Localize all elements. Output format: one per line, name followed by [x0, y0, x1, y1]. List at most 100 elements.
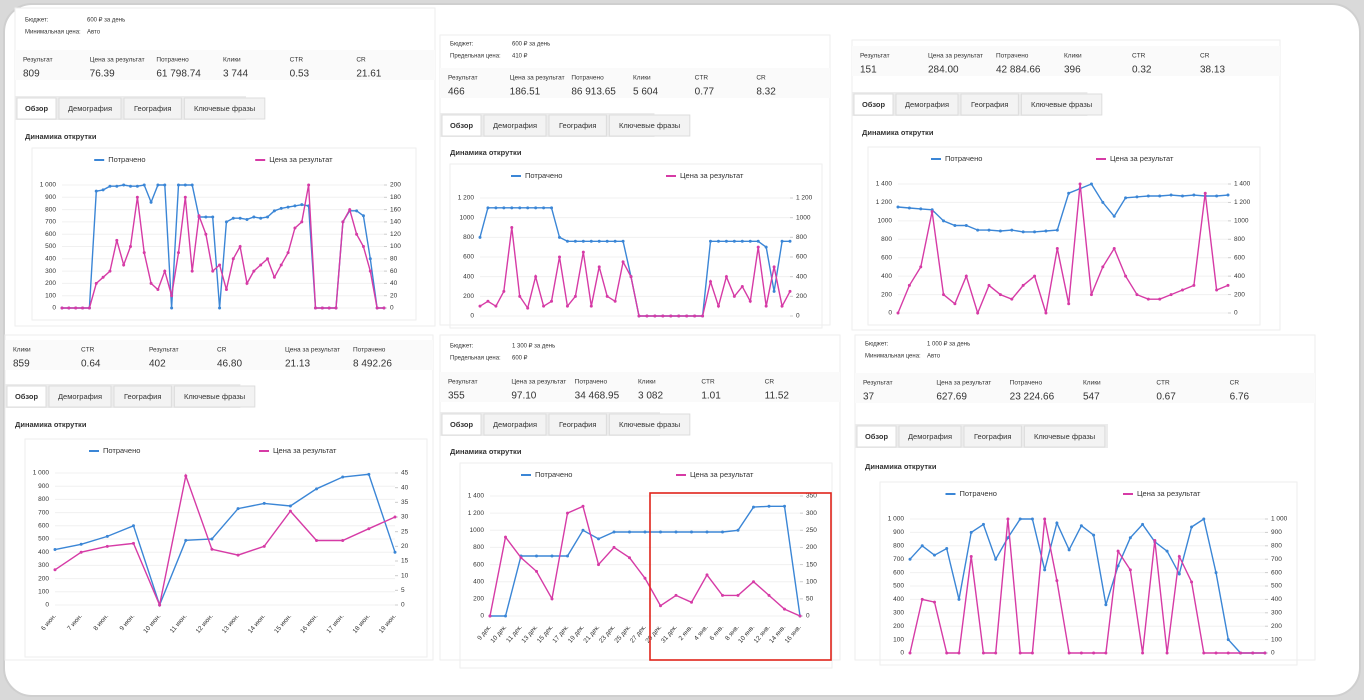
tab[interactable]	[48, 385, 112, 408]
point	[767, 504, 771, 508]
tab[interactable]	[58, 97, 122, 120]
point	[236, 507, 240, 511]
point	[907, 283, 911, 287]
tab[interactable]	[856, 425, 897, 448]
tab[interactable]	[963, 425, 1022, 448]
tab[interactable]	[960, 93, 1019, 116]
point	[262, 544, 266, 548]
y-tick-label: 900	[38, 483, 49, 490]
tab[interactable]	[608, 114, 691, 137]
metrics-bar	[15, 50, 435, 80]
tab[interactable]	[898, 425, 962, 448]
chart-card	[867, 146, 1261, 326]
tab-label: Обзор	[862, 100, 885, 109]
point	[550, 299, 554, 303]
metric-value: 8 492.26	[353, 359, 392, 370]
y-tick-label: 800	[463, 234, 474, 241]
point	[53, 568, 57, 572]
tab-label: Демография	[908, 432, 952, 441]
panel	[851, 39, 1281, 331]
y2-tick-label: 500	[1271, 583, 1282, 590]
metric-label: Цена за результат	[510, 75, 565, 82]
point	[1215, 288, 1219, 292]
y2-tick-label: 600	[796, 254, 807, 261]
tab[interactable]	[173, 385, 256, 408]
tab[interactable]	[183, 97, 266, 120]
point	[478, 235, 482, 239]
metric-value: 37	[863, 392, 875, 403]
point	[190, 183, 194, 187]
point	[218, 263, 222, 267]
point	[612, 530, 616, 534]
point	[79, 542, 83, 546]
point	[930, 210, 934, 214]
point	[772, 265, 776, 269]
legend-label: Потрачено	[108, 155, 145, 164]
tab-label: Демография	[905, 100, 949, 109]
y-tick-label: 100	[38, 589, 49, 596]
point	[674, 593, 678, 597]
point	[79, 550, 83, 554]
y-tick-label: 400	[893, 596, 904, 603]
point	[266, 257, 270, 261]
point	[135, 184, 139, 188]
point	[502, 206, 506, 210]
tab[interactable]	[895, 93, 959, 116]
point	[1089, 293, 1093, 297]
metric-label: Результат	[23, 57, 53, 64]
tab[interactable]	[483, 114, 547, 137]
y2-tick-label: 300	[1271, 610, 1282, 617]
y-tick-label: 200	[45, 280, 56, 287]
point	[486, 206, 490, 210]
tab[interactable]	[16, 97, 57, 120]
tab[interactable]	[483, 413, 547, 436]
metric-value: 466	[448, 87, 465, 98]
tab[interactable]	[123, 97, 182, 120]
point	[767, 593, 771, 597]
tab[interactable]	[853, 93, 894, 116]
y2-tick-label: 45	[401, 470, 409, 477]
point	[1043, 517, 1047, 521]
point	[1010, 297, 1014, 301]
point	[149, 281, 153, 285]
point	[613, 299, 617, 303]
point	[183, 183, 187, 187]
metric-label: Клики	[223, 57, 241, 64]
point	[1214, 651, 1218, 655]
budget-value: Авто	[87, 30, 101, 36]
metric-label: Цена за результат	[285, 347, 340, 354]
tab[interactable]	[548, 413, 607, 436]
metric-label: CTR	[81, 347, 95, 354]
point	[581, 239, 585, 243]
y-tick-label: 700	[45, 219, 56, 226]
point	[1226, 193, 1230, 197]
point	[494, 304, 498, 308]
tab[interactable]	[441, 413, 482, 436]
point	[245, 217, 249, 221]
point	[661, 314, 665, 318]
tab-label: Обзор	[25, 104, 48, 113]
y-tick-label: 600	[473, 561, 484, 568]
point	[756, 245, 760, 249]
point	[519, 556, 523, 560]
tab[interactable]	[548, 114, 607, 137]
point	[740, 285, 744, 288]
tab[interactable]	[1023, 425, 1106, 448]
tab-label: Ключевые фразы	[184, 392, 245, 401]
point	[355, 209, 359, 213]
point	[981, 651, 985, 655]
point	[259, 216, 263, 220]
tab[interactable]	[6, 385, 47, 408]
tab[interactable]	[113, 385, 172, 408]
y2-tick-label: 800	[1234, 236, 1245, 243]
tab[interactable]	[441, 114, 482, 137]
point	[504, 614, 507, 618]
y2-tick-label: 400	[796, 273, 807, 280]
y2-tick-label: 100	[1271, 636, 1282, 643]
budget-label: Минимальная цена:	[25, 30, 81, 36]
tab[interactable]	[608, 413, 691, 436]
point	[327, 306, 331, 310]
tab-label: Демография	[68, 104, 112, 113]
tab[interactable]	[1020, 93, 1103, 116]
point	[740, 239, 744, 243]
